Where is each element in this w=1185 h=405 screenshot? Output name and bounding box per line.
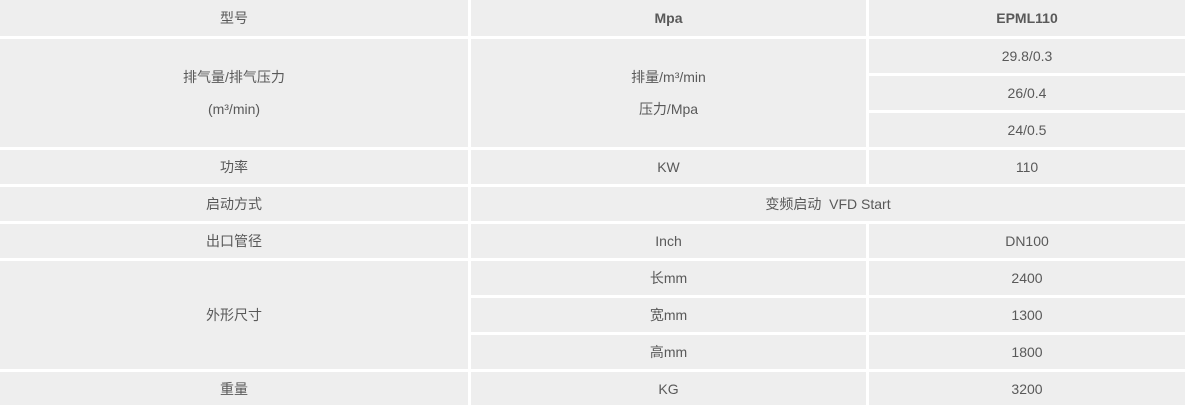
displacement-value-2-cell: 26/0.4 bbox=[869, 76, 1185, 110]
outlet-value-cell: DN100 bbox=[869, 224, 1185, 258]
displacement-label-line1: 排气量/排气压力 bbox=[183, 69, 285, 85]
table-row-displacement-3: 24/0.5 bbox=[0, 113, 1185, 147]
dimensions-label-cell: 外形尺寸 bbox=[0, 261, 468, 369]
dimension-width-unit-cell: 宽mm bbox=[471, 298, 866, 332]
table-row-dimension-length: 外形尺寸 长mm 2400 bbox=[0, 261, 1185, 369]
start-mode-value-cell: 变频启动 VFD Start bbox=[471, 187, 1185, 221]
model-label-cell: 型号 bbox=[0, 0, 468, 36]
table-row-power: 功率 KW 110 bbox=[0, 150, 1185, 184]
power-unit-cell: KW bbox=[471, 150, 866, 184]
dimension-width-value-cell: 1300 bbox=[869, 298, 1185, 332]
table-row-outlet: 出口管径 Inch DN100 bbox=[0, 224, 1185, 258]
dimension-height-value-cell: 1800 bbox=[869, 335, 1185, 369]
displacement-value-3-cell: 24/0.5 bbox=[869, 113, 1185, 147]
weight-value-cell: 3200 bbox=[869, 372, 1185, 405]
displacement-param-line2: 压力/Mpa bbox=[638, 101, 699, 117]
weight-label-cell: 重量 bbox=[0, 372, 468, 405]
displacement-param-line1: 排量/m³/min bbox=[631, 69, 706, 85]
start-mode-label-cell: 启动方式 bbox=[0, 187, 468, 221]
table-row-header: 型号 Mpa EPML110 bbox=[0, 0, 1185, 36]
outlet-unit-cell: Inch bbox=[471, 224, 866, 258]
table-row-dimension-width: 宽mm 1300 bbox=[0, 298, 1185, 332]
table-row-dimension-height: 高mm 1800 bbox=[0, 335, 1185, 369]
power-value-cell: 110 bbox=[869, 150, 1185, 184]
displacement-label-line2: (m³/min) bbox=[207, 101, 261, 117]
weight-unit-cell: KG bbox=[471, 372, 866, 405]
model-value-cell: EPML110 bbox=[869, 0, 1185, 36]
displacement-label-cell: 排气量/排气压力 (m³/min) bbox=[0, 39, 468, 147]
dimension-length-value-cell: 2400 bbox=[869, 261, 1185, 295]
dimension-length-unit-cell: 长mm bbox=[471, 261, 866, 295]
table-row-start-mode: 启动方式 变频启动 VFD Start bbox=[0, 187, 1185, 221]
outlet-label-cell: 出口管径 bbox=[0, 224, 468, 258]
pressure-unit-header-cell: Mpa bbox=[471, 0, 866, 36]
table-row-displacement-2: 26/0.4 bbox=[0, 76, 1185, 110]
dimension-height-unit-cell: 高mm bbox=[471, 335, 866, 369]
power-label-cell: 功率 bbox=[0, 150, 468, 184]
displacement-param-cell: 排量/m³/min 压力/Mpa bbox=[471, 39, 866, 147]
table-row-weight: 重量 KG 3200 bbox=[0, 372, 1185, 405]
table-row-displacement-1: 排气量/排气压力 (m³/min) 排量/m³/min 压力/Mpa 29.8/… bbox=[0, 39, 1185, 147]
displacement-value-1-cell: 29.8/0.3 bbox=[869, 39, 1185, 73]
